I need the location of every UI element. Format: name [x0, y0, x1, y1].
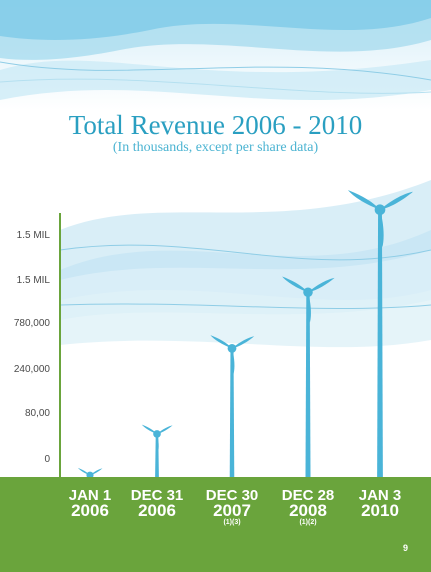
middle-wave-decoration: [59, 180, 431, 348]
turbine-hub: [374, 204, 386, 216]
turbine-blade: [231, 348, 235, 374]
turbine-blade: [378, 209, 384, 248]
y-tick-label: 780,000: [13, 318, 50, 329]
y-tick-label: 0: [44, 454, 50, 465]
turbine-blade: [232, 336, 255, 349]
turbine-hub: [303, 287, 313, 298]
y-tick-label: 1.5 MIL: [16, 275, 50, 286]
turbine-tower: [229, 348, 235, 477]
turbine-blade: [141, 424, 157, 434]
y-tick-label: 240,000: [13, 364, 50, 375]
y-tick-label: 80,00: [24, 408, 50, 419]
x-tick-label-date: DEC 30: [205, 487, 259, 504]
turbine-bar: [210, 335, 255, 477]
x-tick-footnote: (1)(3): [223, 519, 241, 526]
turbine-bar: [347, 190, 413, 477]
turbine-bars: [77, 190, 413, 490]
top-wave-decoration: [0, 0, 431, 110]
turbine-hub: [86, 471, 94, 479]
chart-title: Total Revenue 2006 - 2010: [68, 110, 363, 140]
turbine-blade: [380, 191, 413, 210]
turbine-bar: [282, 276, 335, 477]
turbine-tower: [305, 292, 311, 477]
turbine-tower: [377, 209, 383, 477]
x-tick-label-year: 2010: [361, 501, 399, 520]
y-tick-label: 1.5 MIL: [16, 230, 50, 241]
turbine-bar: [141, 424, 173, 477]
turbine-blade: [156, 433, 159, 452]
turbine-blade: [308, 277, 335, 293]
ground-band: [0, 477, 431, 572]
x-tick-label: DEC 30 2007 (1)(3): [192, 488, 272, 527]
turbine-blade: [347, 190, 380, 210]
chart-subtitle: (In thousands, except per share data): [112, 140, 319, 155]
x-tick-label-date: DEC 28: [281, 487, 335, 504]
x-tick-label-year: 2006: [71, 501, 109, 520]
turbine-blade: [157, 425, 173, 434]
x-tick-label-year: 2006: [138, 501, 176, 520]
turbine-hub: [153, 430, 161, 438]
x-tick-label: JAN 3 2010: [340, 487, 420, 520]
x-tick-label-date: JAN 1: [68, 487, 112, 504]
x-tick-label: DEC 28 2008 (1)(2): [268, 488, 348, 527]
turbine-blade: [282, 276, 308, 293]
x-tick-footnote: (1)(2): [299, 519, 317, 526]
x-tick-label: DEC 31 2006: [117, 487, 197, 520]
x-tick-label-date: JAN 3: [358, 487, 402, 504]
x-tick-label: JAN 1 2006: [50, 487, 130, 520]
turbine-blade: [307, 292, 311, 323]
turbine-hub: [227, 343, 237, 353]
x-tick-label-year: 2007: [213, 501, 251, 520]
page-number: 9: [403, 543, 409, 553]
x-tick-label-date: DEC 31: [130, 487, 184, 504]
turbine-blade: [210, 335, 232, 349]
x-tick-label-year: 2008: [289, 501, 327, 520]
